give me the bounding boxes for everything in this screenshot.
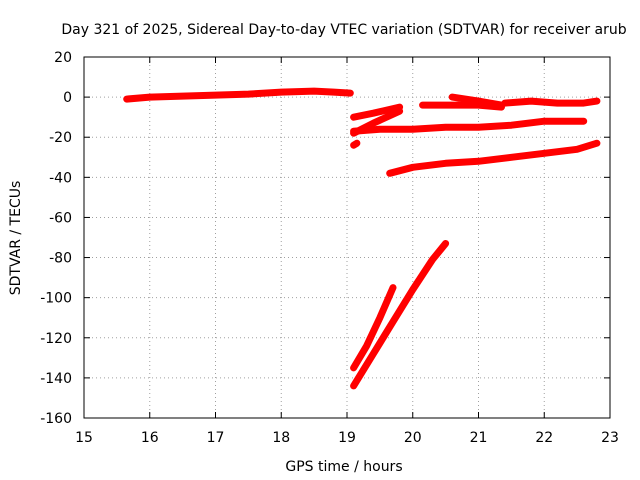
series-track-5	[350, 117, 588, 135]
y-tick-label: -20	[49, 130, 72, 146]
x-tick-label: 15	[75, 430, 93, 446]
series-track-9	[386, 139, 601, 177]
x-tick-label: 21	[470, 430, 488, 446]
grid	[84, 57, 610, 418]
y-tick-label: -40	[49, 170, 72, 186]
y-tick-label: -100	[40, 291, 72, 307]
series-track-2	[350, 103, 404, 121]
series-track-11	[350, 240, 450, 390]
x-axis-label: GPS time / hours	[285, 459, 402, 475]
series-track-8	[501, 97, 601, 107]
x-tick-label: 23	[601, 430, 619, 446]
series-track-4	[350, 139, 361, 149]
series-track-1	[123, 87, 354, 103]
y-tick-label: 0	[63, 90, 72, 106]
y-tick-label: 20	[54, 50, 72, 66]
axis-ticks: 15 16 17 18 19 20 21 22 23 20 0 -20 -40 -60 -80 -100 -12…	[40, 50, 619, 446]
series-track-10	[350, 284, 397, 372]
series-track-7	[448, 93, 505, 109]
x-tick-label: 22	[535, 430, 553, 446]
y-tick-label: -120	[40, 331, 72, 347]
y-axis-label: SDTVAR / TECUs	[8, 181, 24, 296]
y-tick-label: -80	[49, 251, 72, 267]
x-tick-label: 17	[207, 430, 225, 446]
x-tick-label: 20	[404, 430, 422, 446]
chart-title: Day 321 of 2025, Sidereal Day-to-day VTE…	[61, 22, 626, 38]
y-tick-label: -140	[40, 371, 72, 387]
y-tick-label: -160	[40, 411, 72, 427]
x-tick-label: 18	[272, 430, 290, 446]
x-tick-label: 16	[141, 430, 159, 446]
x-tick-label: 19	[338, 430, 356, 446]
y-tick-label: -60	[49, 210, 72, 226]
plot-series	[123, 87, 601, 390]
